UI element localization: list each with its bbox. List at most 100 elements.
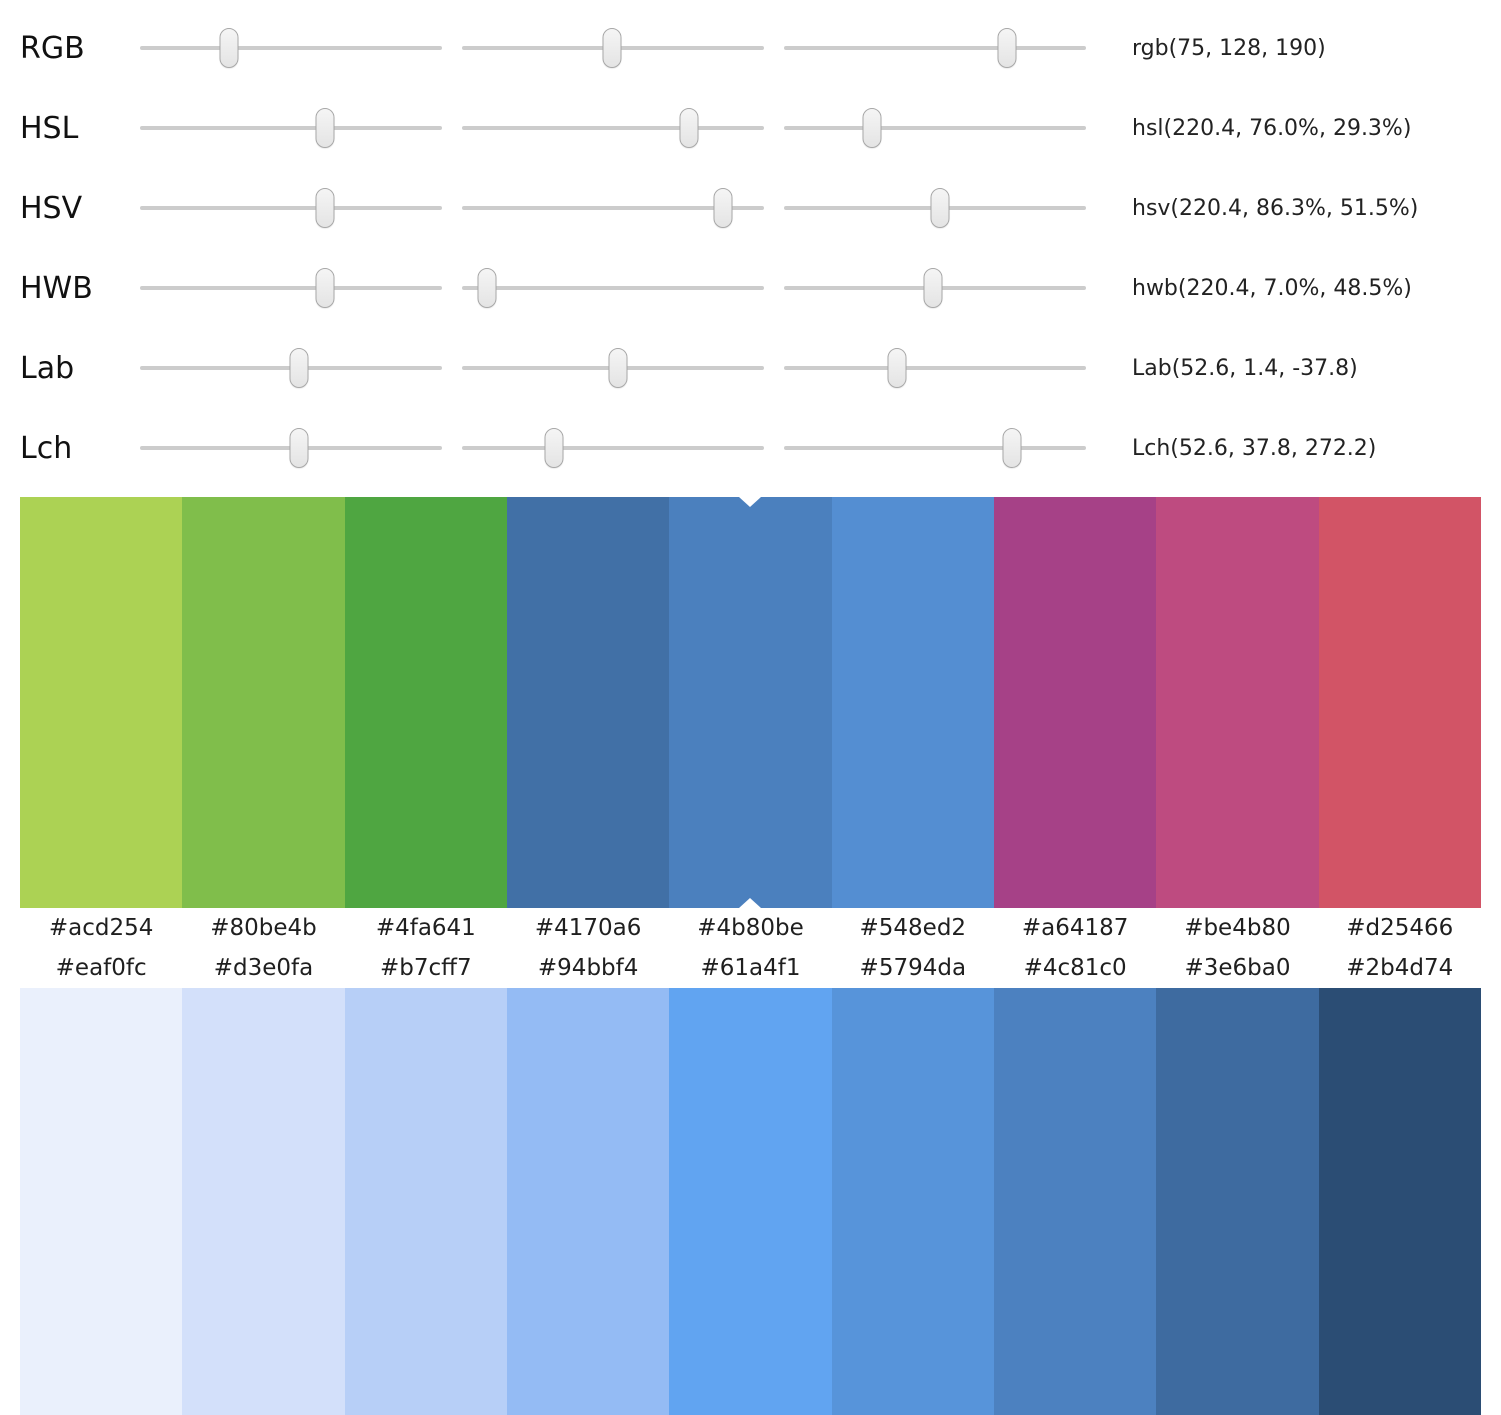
hue-hex-labels: #acd254 #80be4b #4fa641 #4170a6 #4b80be … <box>20 908 1481 948</box>
slider-thumb[interactable] <box>862 108 882 148</box>
slider-row-rgb: RGB rgb(75, 128, 190) <box>0 8 1501 88</box>
slider-thumb[interactable] <box>923 268 943 308</box>
slider-thumb[interactable] <box>544 428 564 468</box>
slider-thumb[interactable] <box>930 188 950 228</box>
hue-swatch-6[interactable] <box>993 497 1157 908</box>
hwb-value-text: hwb(220.4, 7.0%, 48.5%) <box>1132 275 1412 301</box>
slider-track <box>784 446 1086 450</box>
colorspace-label-hwb: HWB <box>20 270 93 306</box>
lab-slider-2[interactable] <box>462 346 764 390</box>
slider-track <box>140 126 442 130</box>
slider-track <box>462 206 764 210</box>
slider-track <box>140 206 442 210</box>
shade-palette <box>20 988 1481 1415</box>
hsl-slider-1[interactable] <box>140 106 442 150</box>
slider-thumb[interactable] <box>477 268 497 308</box>
slider-row-hwb: HWB hwb(220.4, 7.0%, 48.5%) <box>0 248 1501 328</box>
slider-track <box>462 126 764 130</box>
slider-thumb[interactable] <box>315 188 335 228</box>
hsv-value-text: hsv(220.4, 86.3%, 51.5%) <box>1132 195 1419 221</box>
hue-swatch-1[interactable] <box>182 497 345 908</box>
hex-label: #5794da <box>859 955 967 981</box>
hue-swatch-4-selected[interactable] <box>669 497 832 908</box>
hex-label: #4170a6 <box>534 915 642 941</box>
hue-swatch-7[interactable] <box>1156 497 1319 908</box>
slider-thumb[interactable] <box>289 348 309 388</box>
hue-palette <box>20 497 1481 908</box>
lab-slider-1[interactable] <box>140 346 442 390</box>
hwb-slider-1[interactable] <box>140 266 442 310</box>
slider-row-hsv: HSV hsv(220.4, 86.3%, 51.5%) <box>0 168 1501 248</box>
hue-swatch-2[interactable] <box>344 497 507 908</box>
slider-thumb[interactable] <box>602 28 622 68</box>
hsv-slider-3[interactable] <box>784 186 1086 230</box>
shade-swatch-7[interactable] <box>1156 988 1319 1415</box>
slider-thumb[interactable] <box>315 108 335 148</box>
hex-label: #4fa641 <box>375 915 476 941</box>
colorspace-label-lab: Lab <box>20 350 75 386</box>
hex-label: #2b4d74 <box>1346 955 1454 981</box>
shade-swatch-5[interactable] <box>831 988 994 1415</box>
shade-swatch-3[interactable] <box>506 988 670 1415</box>
rgb-slider-2[interactable] <box>462 26 764 70</box>
hue-swatch-0[interactable] <box>20 497 183 908</box>
colorspace-label-hsv: HSV <box>20 190 83 226</box>
shade-swatch-4[interactable] <box>669 988 832 1415</box>
slider-thumb[interactable] <box>219 28 239 68</box>
lch-slider-3[interactable] <box>784 426 1086 470</box>
hex-label: #b7cff7 <box>380 955 472 981</box>
shade-swatch-0[interactable] <box>20 988 183 1415</box>
hsl-value-text: hsl(220.4, 76.0%, 29.3%) <box>1132 115 1412 141</box>
slider-track <box>784 126 1086 130</box>
rgb-slider-3[interactable] <box>784 26 1086 70</box>
slider-thumb[interactable] <box>289 428 309 468</box>
slider-thumb[interactable] <box>887 348 907 388</box>
slider-thumb[interactable] <box>713 188 733 228</box>
shade-swatch-2[interactable] <box>344 988 507 1415</box>
slider-track <box>462 446 764 450</box>
hwb-slider-2[interactable] <box>462 266 764 310</box>
hex-label: #be4b80 <box>1184 915 1291 941</box>
lch-value-text: Lch(52.6, 37.8, 272.2) <box>1132 435 1377 461</box>
hex-label: #eaf0fc <box>55 955 147 981</box>
slider-track <box>462 286 764 290</box>
slider-thumb[interactable] <box>997 28 1017 68</box>
hex-label: #4b80be <box>697 915 804 941</box>
shade-swatch-6[interactable] <box>993 988 1157 1415</box>
slider-thumb[interactable] <box>608 348 628 388</box>
hue-swatch-5[interactable] <box>831 497 994 908</box>
slider-thumb[interactable] <box>315 268 335 308</box>
slider-thumb[interactable] <box>679 108 698 148</box>
rgb-slider-1[interactable] <box>140 26 442 70</box>
lch-slider-2[interactable] <box>462 426 764 470</box>
hex-label: #4c81c0 <box>1023 955 1127 981</box>
slider-thumb[interactable] <box>1002 428 1022 468</box>
hex-label: #548ed2 <box>859 915 967 941</box>
hue-swatch-3[interactable] <box>506 497 670 908</box>
hex-label: #94bbf4 <box>537 955 639 981</box>
hsv-slider-1[interactable] <box>140 186 442 230</box>
hwb-slider-3[interactable] <box>784 266 1086 310</box>
lab-value-text: Lab(52.6, 1.4, -37.8) <box>1132 355 1358 381</box>
slider-track <box>784 366 1086 370</box>
slider-track <box>140 46 442 50</box>
lch-slider-1[interactable] <box>140 426 442 470</box>
shade-swatch-8[interactable] <box>1318 988 1481 1415</box>
hue-swatch-8[interactable] <box>1318 497 1481 908</box>
hsl-slider-2[interactable] <box>462 106 764 150</box>
colorspace-label-hsl: HSL <box>20 110 79 146</box>
selected-swatch-notch-bottom <box>739 898 762 908</box>
hsl-slider-3[interactable] <box>784 106 1086 150</box>
lab-slider-3[interactable] <box>784 346 1086 390</box>
colorspace-label-rgb: RGB <box>20 30 85 66</box>
selected-swatch-notch-top <box>739 497 762 507</box>
shade-swatch-1[interactable] <box>182 988 345 1415</box>
rgb-value-text: rgb(75, 128, 190) <box>1132 35 1326 61</box>
slider-track <box>784 46 1086 50</box>
slider-row-hsl: HSL hsl(220.4, 76.0%, 29.3%) <box>0 88 1501 168</box>
hsv-slider-2[interactable] <box>462 186 764 230</box>
hex-label: #acd254 <box>48 915 154 941</box>
hex-label: #61a4f1 <box>700 955 801 981</box>
hex-label: #d3e0fa <box>213 955 314 981</box>
hex-label: #a64187 <box>1021 915 1129 941</box>
